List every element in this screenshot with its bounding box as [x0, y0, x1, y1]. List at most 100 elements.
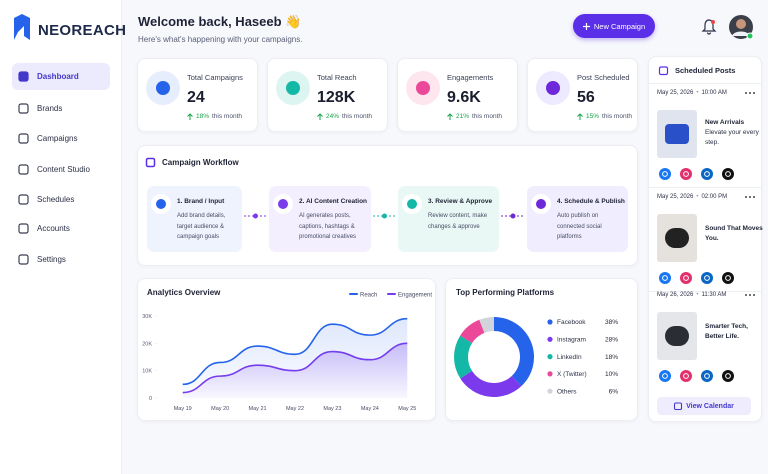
step-title: 4. Schedule & Publish	[557, 198, 625, 205]
bell-dot	[711, 20, 715, 24]
nav-item[interactable]: Content Studio	[12, 156, 110, 183]
social-icon	[659, 272, 671, 284]
welcome-subtitle: Here's what's happening with your campai…	[138, 35, 303, 44]
nav-item[interactable]: Settings	[12, 246, 110, 273]
donut-slice	[460, 319, 485, 344]
more-menu[interactable]	[745, 293, 755, 297]
icon-mark	[662, 171, 668, 177]
analytics-chart: Reach Engagement 0 10K 20K 30K May 19 May 20 May…	[142, 293, 432, 413]
icon-bg	[659, 370, 671, 382]
icon	[18, 223, 29, 234]
chart-title: Analytics Overview	[147, 288, 221, 297]
icon	[546, 81, 560, 95]
more-menu[interactable]	[745, 91, 755, 95]
workflow-step: 3. Review & Approve Review content, make …	[398, 186, 499, 252]
social-icon	[701, 370, 713, 382]
dot	[745, 196, 747, 198]
post-time: 10:00 AM	[701, 90, 727, 96]
x-tick-label: May 24	[361, 406, 379, 412]
dot	[753, 92, 755, 94]
x-tick-label: May 23	[323, 406, 341, 412]
notification-bell[interactable]	[701, 19, 717, 35]
nav-label: Content Studio	[37, 165, 90, 174]
post-datetime: May 26, 2026 • 11:30 AM	[657, 292, 726, 298]
y-tick-label: 30K	[142, 314, 152, 320]
more-menu[interactable]	[745, 195, 755, 199]
nav-label: Settings	[37, 255, 66, 264]
dot	[510, 213, 516, 219]
icon	[18, 254, 29, 265]
y-tick-label: 20K	[142, 341, 152, 347]
icon	[145, 157, 156, 168]
change-period: this month	[212, 113, 243, 120]
stat-card: Total Reach 128K 24% this month	[267, 58, 388, 132]
workflow-step: 2. AI Content Creation AI generates posts…	[269, 186, 371, 252]
icon	[536, 199, 546, 209]
step-title: 3. Review & Approve	[428, 198, 493, 205]
icon	[18, 71, 29, 82]
nav-item[interactable]: Dashboard	[12, 63, 110, 90]
change-period: this month	[472, 113, 503, 120]
line	[182, 317, 408, 386]
workflow-icon	[145, 157, 156, 168]
new-campaign-button[interactable]: New Campaign	[573, 14, 655, 38]
legend-label: Others	[557, 388, 577, 395]
stat-value: 56	[577, 89, 595, 106]
welcome-title: Welcome back, Haseeb 👋	[138, 14, 302, 29]
nav-item[interactable]: Brands	[12, 95, 110, 122]
product	[665, 124, 689, 144]
post-text: Smarter Tech, Better Life.	[705, 322, 767, 342]
post-time: 11:30 AM	[701, 292, 727, 298]
step-desc: AI generates posts, captions, hashtags &…	[299, 213, 357, 240]
icon-mark	[725, 373, 731, 379]
avatar[interactable]	[728, 14, 754, 40]
donut-slice	[460, 370, 522, 397]
calendar-icon	[658, 66, 669, 76]
dot	[745, 92, 747, 94]
stat-card: Engagements 9.6K 21% this month	[397, 58, 518, 132]
stat-icon	[276, 71, 310, 105]
x-tick-label: May 21	[249, 406, 267, 412]
stat-icon	[146, 71, 180, 105]
icon-mark	[704, 171, 710, 177]
divider	[649, 291, 761, 292]
nav-item[interactable]: Campaigns	[12, 125, 110, 152]
step-icon	[273, 194, 293, 214]
value-label: 18%	[605, 354, 618, 361]
donut-slice	[479, 317, 494, 333]
donut-slice	[454, 335, 473, 379]
stat-label: Total Campaigns	[187, 73, 243, 82]
step-desc: Add brand details, target audience & cam…	[177, 213, 226, 240]
icon-mark	[704, 275, 710, 281]
dot	[253, 213, 258, 219]
icon-bg	[701, 168, 713, 180]
icon-mark	[683, 373, 689, 379]
scheduled-panel: Scheduled Posts May 25, 2026 • 10:00 AM New …	[648, 56, 763, 422]
arrow	[447, 113, 453, 120]
chart-title: Top Performing Platforms	[456, 288, 555, 297]
value-label: 6%	[609, 388, 619, 395]
icon	[18, 103, 29, 114]
divider	[649, 83, 761, 84]
post-date: May 26, 2026	[657, 292, 694, 298]
x-tick-label: May 25	[398, 406, 416, 412]
view-calendar-button[interactable]: View Calendar	[657, 397, 751, 415]
nav-item[interactable]: Accounts	[12, 215, 110, 242]
icon	[156, 81, 170, 95]
post-datetime: May 25, 2026 • 02:00 PM	[657, 194, 727, 200]
icon-bg	[680, 272, 692, 284]
nav-item[interactable]: Schedules	[12, 186, 110, 213]
icon-bg	[722, 272, 734, 284]
platforms-card: Top Performing Platforms Facebook 38% Insta…	[445, 278, 638, 421]
legend-dot	[547, 336, 553, 342]
logo-shape	[14, 14, 30, 40]
post-title: Smarter Tech, Better Life.	[705, 323, 748, 340]
arrow	[577, 113, 583, 120]
change-value: 21%	[456, 113, 470, 120]
nav-label: Campaigns	[37, 134, 78, 143]
icon-bg	[722, 370, 734, 382]
icon-bg	[659, 272, 671, 284]
social-icon	[680, 370, 692, 382]
social-icon	[659, 168, 671, 180]
